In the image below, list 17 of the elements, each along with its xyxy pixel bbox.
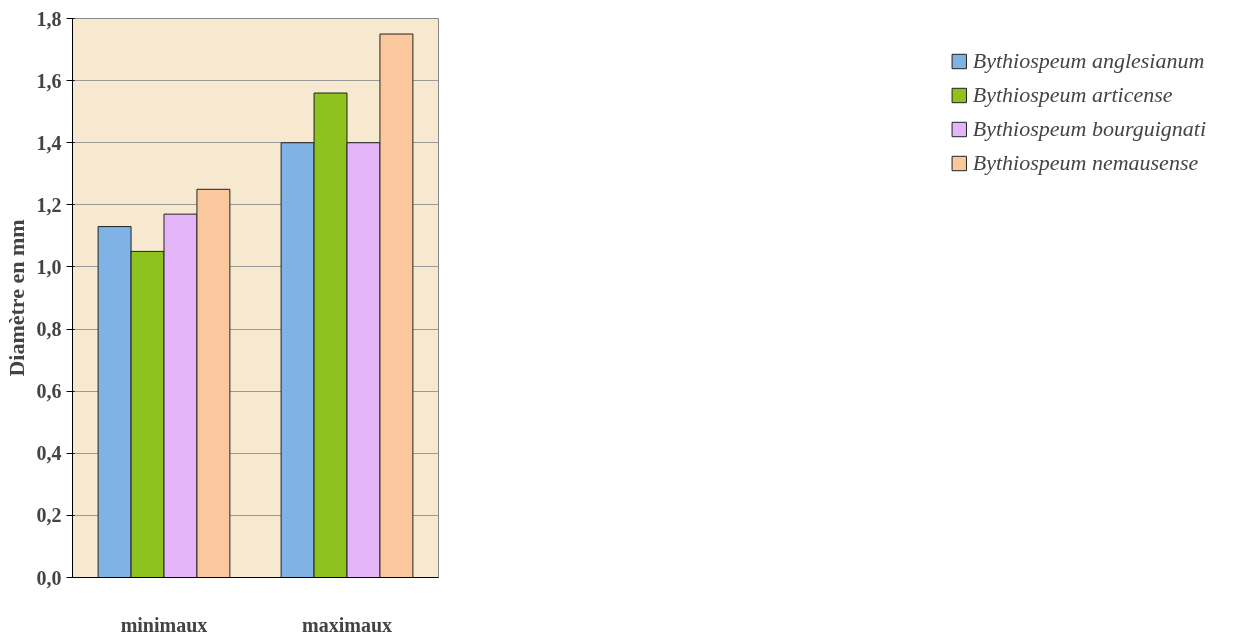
legend-label: Bythiospeum articense — [972, 82, 1173, 108]
y-tick-label: 0,0 — [36, 566, 62, 589]
y-tick-label: 1,4 — [36, 131, 62, 154]
y-tick-label: 1,2 — [36, 193, 62, 216]
y-tick-label: 1,0 — [36, 255, 62, 278]
legend-label: Bythiospeum anglesianum — [972, 48, 1205, 74]
y-tick-label: 0,8 — [36, 318, 62, 341]
y-tick-label: 1,6 — [36, 69, 62, 92]
y-tick-label: 0,6 — [36, 380, 62, 403]
y-tick-label: 0,2 — [36, 504, 62, 527]
legend-label: Bythiospeum bourguignati — [972, 116, 1206, 142]
legend-label: Bythiospeum nemausense — [972, 150, 1199, 176]
x-tick-label: maximaux — [302, 613, 392, 636]
x-tick-label: minimaux — [120, 613, 208, 636]
y-tick-label: 1,8 — [36, 7, 62, 30]
y-tick-label: 0,4 — [36, 442, 62, 465]
y-axis-title: Diamètre en mm — [3, 219, 29, 377]
